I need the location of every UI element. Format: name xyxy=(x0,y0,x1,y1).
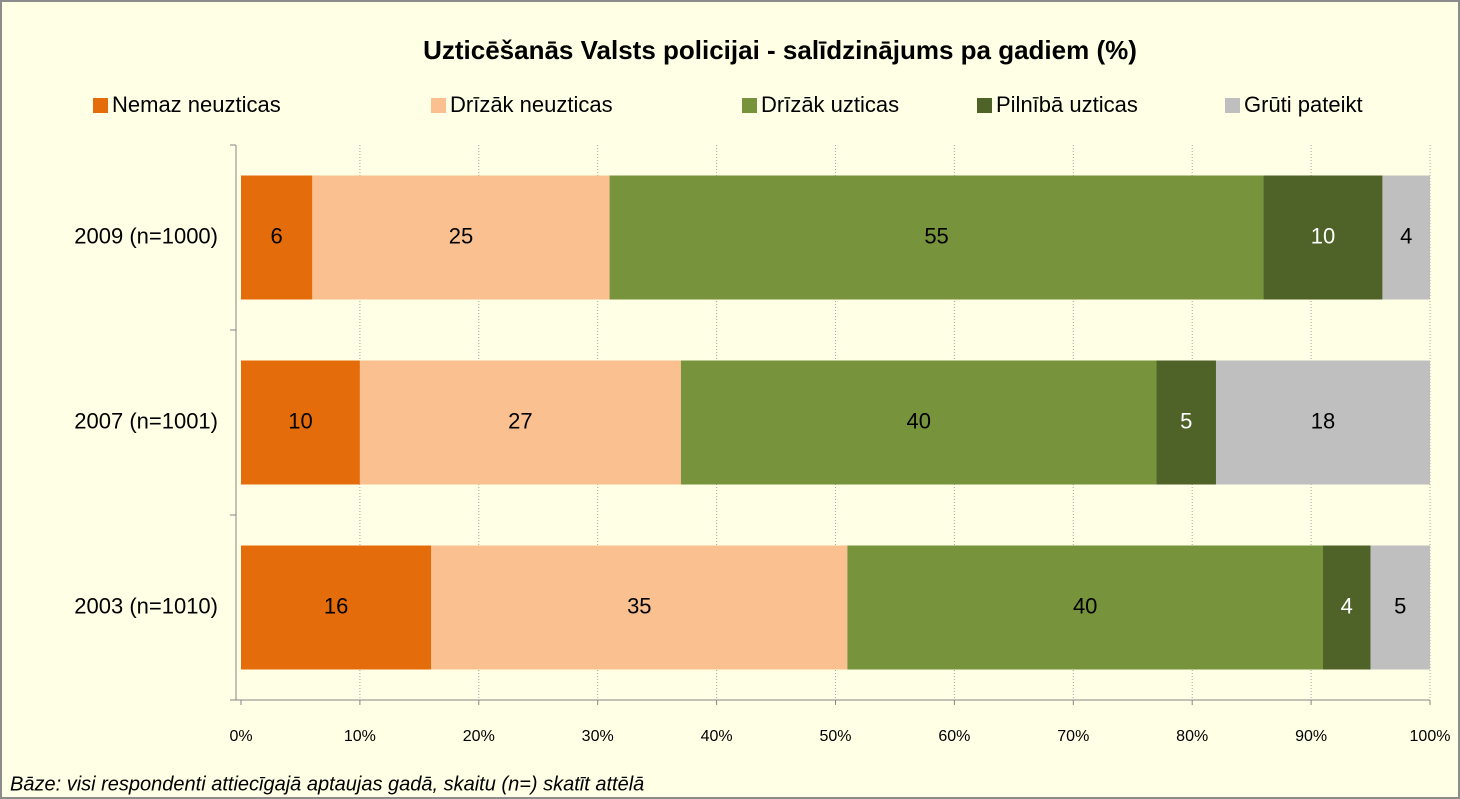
data-label: 10 xyxy=(1311,223,1335,248)
bar-segment xyxy=(241,175,313,300)
x-tick-label: 100% xyxy=(1410,728,1451,745)
data-label: 16 xyxy=(324,593,348,618)
legend-swatch xyxy=(977,98,992,113)
bar-segment xyxy=(609,175,1264,300)
y-tick-label: 2009 (n=1000) xyxy=(74,223,218,248)
legend-swatch xyxy=(1225,98,1240,113)
data-label: 27 xyxy=(508,408,532,433)
x-tick-label: 0% xyxy=(229,728,252,745)
x-tick-label: 40% xyxy=(701,728,733,745)
legend-swatch xyxy=(431,98,446,113)
x-tick-label: 60% xyxy=(938,728,970,745)
bar-segment xyxy=(241,360,360,485)
bar-segment xyxy=(312,175,610,300)
bar-segment xyxy=(431,545,848,670)
y-tick-label: 2003 (n=1010) xyxy=(74,593,218,618)
bar-segment xyxy=(1156,360,1216,485)
bar-segment xyxy=(1382,175,1430,300)
data-label: 18 xyxy=(1311,408,1335,433)
data-label: 6 xyxy=(271,223,283,248)
legend-label: Drīzāk neuzticas xyxy=(450,92,613,117)
data-label: 4 xyxy=(1400,223,1412,248)
data-label: 35 xyxy=(627,593,651,618)
legend-label: Drīzāk uzticas xyxy=(761,92,899,117)
legend-label: Grūti pateikt xyxy=(1244,92,1363,117)
bar-segment xyxy=(1263,175,1383,300)
x-tick-label: 10% xyxy=(344,728,376,745)
legend-label: Pilnībā uzticas xyxy=(996,92,1138,117)
data-label: 4 xyxy=(1341,593,1353,618)
legend-swatch xyxy=(93,98,108,113)
data-label: 55 xyxy=(924,223,948,248)
bar-segment xyxy=(680,360,1157,485)
bar-segment xyxy=(1215,360,1430,485)
data-label: 40 xyxy=(906,408,930,433)
y-tick-label: 2007 (n=1001) xyxy=(74,408,218,433)
data-label: 5 xyxy=(1394,593,1406,618)
data-label: 25 xyxy=(449,223,473,248)
data-label: 5 xyxy=(1180,408,1192,433)
data-label: 10 xyxy=(288,408,312,433)
bar-segment xyxy=(1370,545,1430,670)
x-tick-label: 30% xyxy=(582,728,614,745)
data-label: 40 xyxy=(1073,593,1097,618)
bar-segment xyxy=(1322,545,1371,670)
x-tick-label: 20% xyxy=(463,728,495,745)
x-tick-label: 70% xyxy=(1057,728,1089,745)
x-tick-label: 80% xyxy=(1176,728,1208,745)
chart-title: Uzticēšanās Valsts policijai - salīdzinā… xyxy=(423,35,1137,65)
bar-segment xyxy=(241,545,432,670)
legend-label: Nemaz neuzticas xyxy=(112,92,281,117)
legend-swatch xyxy=(742,98,757,113)
bar-segment xyxy=(847,545,1323,670)
footnote: Bāze: visi respondenti attiecīgajā aptau… xyxy=(10,773,644,795)
x-tick-label: 90% xyxy=(1295,728,1327,745)
x-tick-label: 50% xyxy=(819,728,851,745)
bar-segment xyxy=(359,360,681,485)
